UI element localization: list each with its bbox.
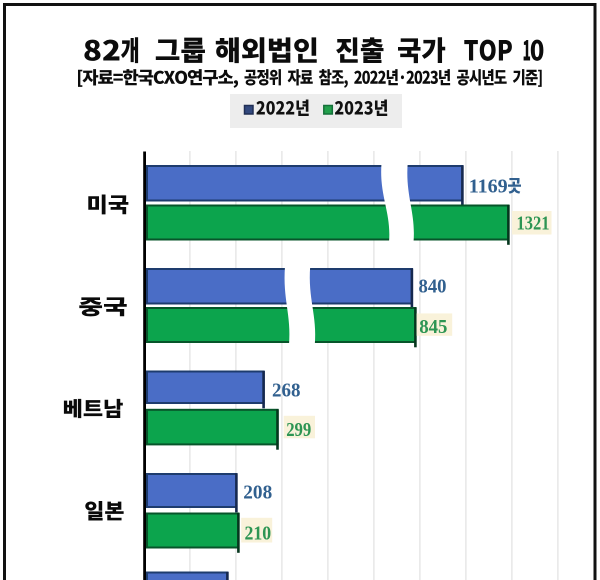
svg-text:1321: 1321	[517, 213, 550, 235]
svg-text:268: 268	[272, 380, 301, 402]
svg-text:845: 845	[419, 316, 447, 338]
svg-text:208: 208	[243, 481, 272, 503]
svg-text:210: 210	[245, 522, 272, 544]
svg-text:840: 840	[419, 276, 447, 298]
svg-text:299: 299	[286, 419, 311, 441]
svg-text:1169: 1169	[469, 175, 508, 197]
